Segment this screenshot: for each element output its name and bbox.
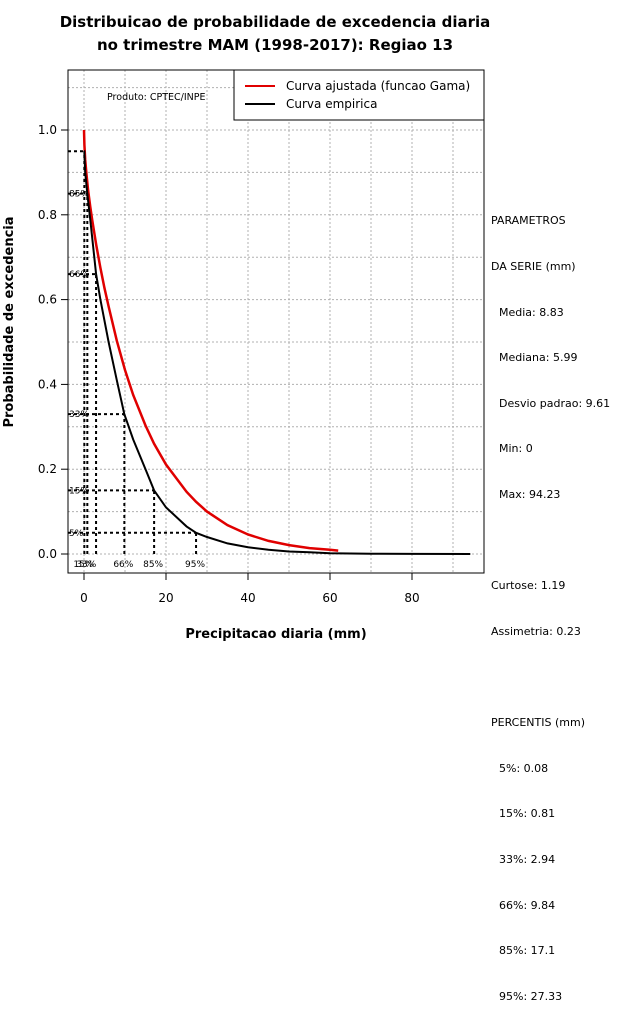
stats-title-2: DA SERIE (mm) [491, 260, 576, 274]
fitted-gamma-curve [82, 129, 339, 552]
legend-label-fitted: Curva ajustada (funcao Gama) [286, 79, 470, 93]
y-tick-label: 0.8 [38, 208, 57, 222]
y-axis: 0.0 0.2 0.4 0.6 0.8 1.0 [38, 123, 68, 561]
stat-media: Media: 8.83 [499, 305, 564, 319]
x-tick-label: 20 [158, 591, 173, 605]
x-tick-label: 80 [404, 591, 419, 605]
grid-lines [68, 70, 484, 573]
percentile-y-label: 33% [69, 410, 89, 420]
percentil-15: 15%: 0.81 [499, 807, 556, 821]
percentile-labels: 15% 85% 33% 66% 33% 66% 15% 85% 5% 95% [69, 190, 205, 570]
chart-title-line-2: no trimestre MAM (1998-2017): Regiao 13 [97, 36, 453, 54]
empirical-curve [83, 150, 471, 555]
legend-label-empirical: Curva empirica [286, 97, 377, 111]
stat-desvio: Desvio padrao: 9.61 [499, 396, 611, 410]
percentile-y-label: 85% [69, 190, 89, 200]
y-tick-label: 0.4 [38, 377, 57, 391]
chart-title-line-1: Distribuicao de probabilidade de exceden… [60, 13, 491, 31]
curves [82, 129, 471, 555]
stat-mediana: Mediana: 5.99 [499, 351, 578, 365]
percentile-x-label: 85% [143, 560, 163, 570]
percentis-title: PERCENTIS (mm) [491, 716, 585, 730]
percentile-x-label: 33% [76, 560, 96, 570]
percentile-x-label: 15% [73, 560, 93, 570]
percentile-x-label: 66% [113, 560, 133, 570]
exceedance-chart: Distribuicao de probabilidade de exceden… [2, 13, 491, 642]
y-axis-label: Probabilidade de excedencia [2, 216, 17, 427]
stat-curtose: Curtose: 1.19 [491, 579, 566, 593]
stat-max: Max: 94.23 [499, 488, 561, 502]
y-tick-label: 1.0 [38, 123, 57, 137]
x-tick-label: 0 [80, 591, 88, 605]
series-parameters: PARAMETROS DA SERIE (mm) Media: 8.83 Med… [491, 183, 610, 1019]
stat-assimetria: Assimetria: 0.23 [491, 624, 581, 638]
percentil-66: 66%: 9.84 [499, 898, 556, 912]
stats-title-1: PARAMETROS [491, 214, 566, 228]
percentile-guides [68, 150, 198, 554]
x-tick-label: 40 [240, 591, 255, 605]
percentil-95: 95%: 27.33 [499, 989, 563, 1003]
stats-spacer [491, 669, 610, 684]
legend: Curva ajustada (funcao Gama) Curva empir… [233, 69, 485, 121]
x-axis: 0 20 40 60 80 [80, 573, 420, 605]
y-tick-label: 0.0 [38, 547, 57, 561]
y-tick-label: 0.2 [38, 462, 57, 476]
y-tick-label: 0.6 [38, 293, 57, 307]
percentil-5: 5%: 0.08 [499, 761, 549, 775]
stat-min: Min: 0 [499, 442, 533, 456]
percentile-y-label: 5% [69, 529, 84, 539]
plot-frame [67, 69, 485, 574]
percentile-y-label: 15% [69, 486, 89, 496]
stats-spacer [491, 533, 610, 548]
percentil-85: 85%: 17.1 [499, 944, 556, 958]
percentile-y-label: 66% [69, 270, 89, 280]
x-axis-label: Precipitacao diaria (mm) [185, 627, 366, 642]
x-tick-label: 60 [322, 591, 337, 605]
percentile-x-label: 95% [185, 560, 205, 570]
percentil-33: 33%: 2.94 [499, 852, 556, 866]
producer-label: Produto: CPTEC/INPE [107, 92, 206, 103]
legend-box [233, 69, 485, 121]
